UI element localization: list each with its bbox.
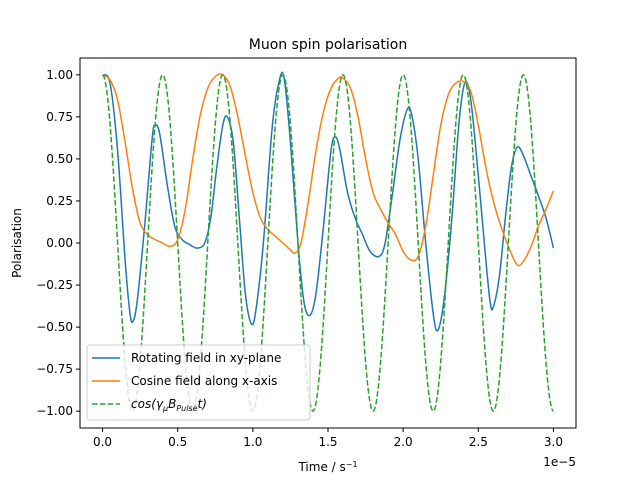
x-tick-label: 3.0 bbox=[544, 435, 563, 449]
legend: Rotating field in xy-plane Cosine field … bbox=[86, 344, 311, 421]
x-tick-label: 0.0 bbox=[93, 435, 112, 449]
legend-box bbox=[86, 344, 311, 421]
x-axis-ticks: 0.0 0.5 1.0 1.5 2.0 2.5 3.0 bbox=[93, 428, 563, 449]
x-axis-label: Time / s−1 bbox=[297, 460, 357, 475]
y-axis-label: Polarisation bbox=[10, 208, 24, 278]
series-line-2 bbox=[102, 74, 554, 412]
x-tick-label: 0.5 bbox=[168, 435, 187, 449]
legend-label-pulse: cos(γμBPulset) bbox=[131, 397, 207, 413]
y-tick-label: 0.00 bbox=[46, 236, 73, 250]
series-line-1 bbox=[102, 73, 555, 267]
x-tick-label: 1.5 bbox=[318, 435, 337, 449]
y-tick-label: −1.00 bbox=[36, 404, 73, 418]
y-tick-label: 1.00 bbox=[46, 68, 73, 82]
series-line-0 bbox=[101, 71, 555, 332]
legend-label-cosine: Cosine field along x-axis bbox=[131, 374, 277, 388]
y-tick-label: −0.25 bbox=[36, 278, 73, 292]
chart-title: Muon spin polarisation bbox=[249, 37, 408, 53]
x-tick-label: 2.5 bbox=[469, 435, 488, 449]
series-layer bbox=[101, 71, 555, 412]
x-tick-label: 1.0 bbox=[243, 435, 262, 449]
y-tick-label: −0.75 bbox=[36, 362, 73, 376]
y-axis-ticks: −1.00 −0.75 −0.50 −0.25 0.00 0.25 0.50 0.75 1.00 bbox=[36, 68, 80, 418]
x-axis-offset-label: 1e−5 bbox=[543, 455, 576, 469]
y-tick-label: 0.75 bbox=[46, 110, 73, 124]
x-tick-label: 2.0 bbox=[394, 435, 413, 449]
y-tick-label: 0.25 bbox=[46, 194, 73, 208]
y-tick-label: 0.50 bbox=[46, 152, 73, 166]
y-tick-label: −0.50 bbox=[36, 320, 73, 334]
legend-label-rotating: Rotating field in xy-plane bbox=[131, 351, 281, 365]
